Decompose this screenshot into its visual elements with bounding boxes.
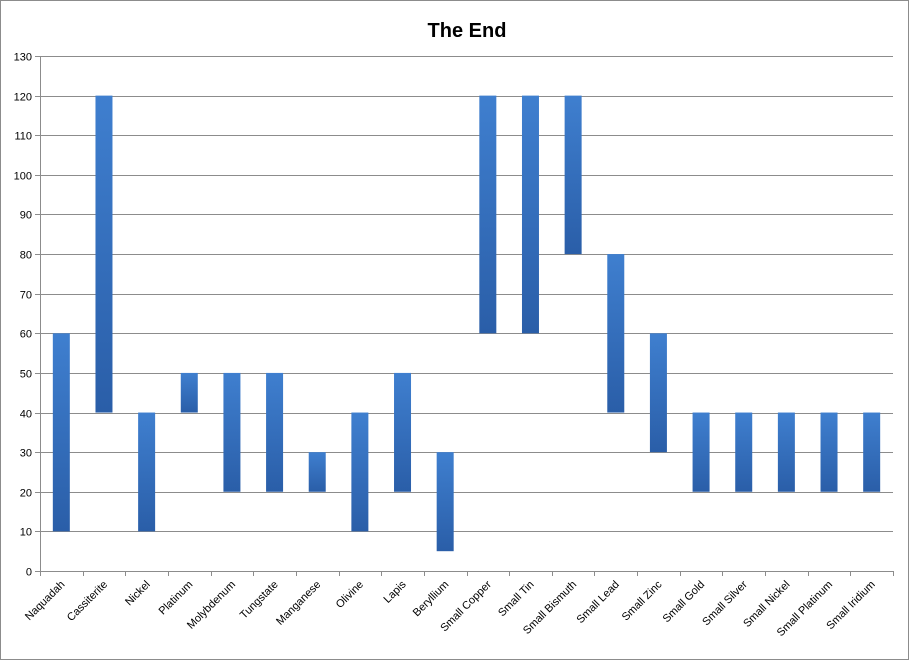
bar-small-gold <box>692 412 710 492</box>
y-tick-label: 120 <box>14 92 32 104</box>
bar-platinum <box>180 372 198 413</box>
bar-small-bismuth <box>564 95 582 255</box>
y-tick-label: 90 <box>20 210 32 222</box>
bar-tungstate <box>266 372 284 492</box>
bar-naquadah <box>52 333 70 532</box>
bar-small-tin <box>521 95 539 334</box>
y-tick-label: 0 <box>26 567 32 579</box>
x-tick-label: Small Zinc <box>620 578 665 623</box>
bar-small-platinum <box>820 412 838 492</box>
x-tick-label: Cassiterite <box>65 579 110 624</box>
y-tick-label: 130 <box>14 52 32 64</box>
y-tick-label: 100 <box>14 171 32 183</box>
bar-small-copper <box>479 95 497 334</box>
bar-small-nickel <box>777 412 795 492</box>
x-tick-label: Small Gold <box>661 579 708 626</box>
y-tick-label: 20 <box>20 488 32 500</box>
y-tick-label: 80 <box>20 250 32 262</box>
bars <box>52 95 881 552</box>
y-tick-label: 50 <box>20 369 32 381</box>
chart-title: The End <box>428 20 507 42</box>
bar-beryllium <box>436 452 454 552</box>
y-tick-label: 40 <box>20 409 32 421</box>
x-tick-label: Small Tin <box>496 579 536 619</box>
y-axis: 0 10 20 30 40 50 60 70 80 90 100 110 120 130 <box>14 52 41 579</box>
x-tick-label: Lapis <box>382 578 409 605</box>
bar-lapis <box>394 372 412 492</box>
bar-olivine <box>351 412 369 532</box>
x-tick-label: Naquadah <box>23 579 67 623</box>
x-tick-label: Nickel <box>123 579 153 609</box>
x-tick-label: Tungstate <box>238 579 281 622</box>
bar-small-silver <box>735 412 753 492</box>
x-tick-label: Small Lead <box>574 579 621 626</box>
x-tick-label: Beryllium <box>411 579 451 619</box>
bar-cassiterite <box>95 95 113 413</box>
bar-small-lead <box>607 254 625 413</box>
x-tick-label: Manganese <box>274 579 323 628</box>
bar-small-iridium <box>863 412 881 492</box>
bar-nickel <box>138 412 156 532</box>
bar-manganese <box>308 452 326 492</box>
y-tick-label: 30 <box>20 448 32 460</box>
x-tick-label: Olivine <box>334 579 366 611</box>
y-tick-label: 10 <box>20 527 32 539</box>
y-tick-label: 70 <box>20 290 32 302</box>
x-tick-label: Platinum <box>157 579 196 618</box>
gridlines <box>40 56 893 572</box>
bar-small-zinc <box>649 333 667 453</box>
y-tick-label: 60 <box>20 329 32 341</box>
bar-molybdenum <box>223 372 241 492</box>
y-tick-label: 110 <box>14 131 32 143</box>
